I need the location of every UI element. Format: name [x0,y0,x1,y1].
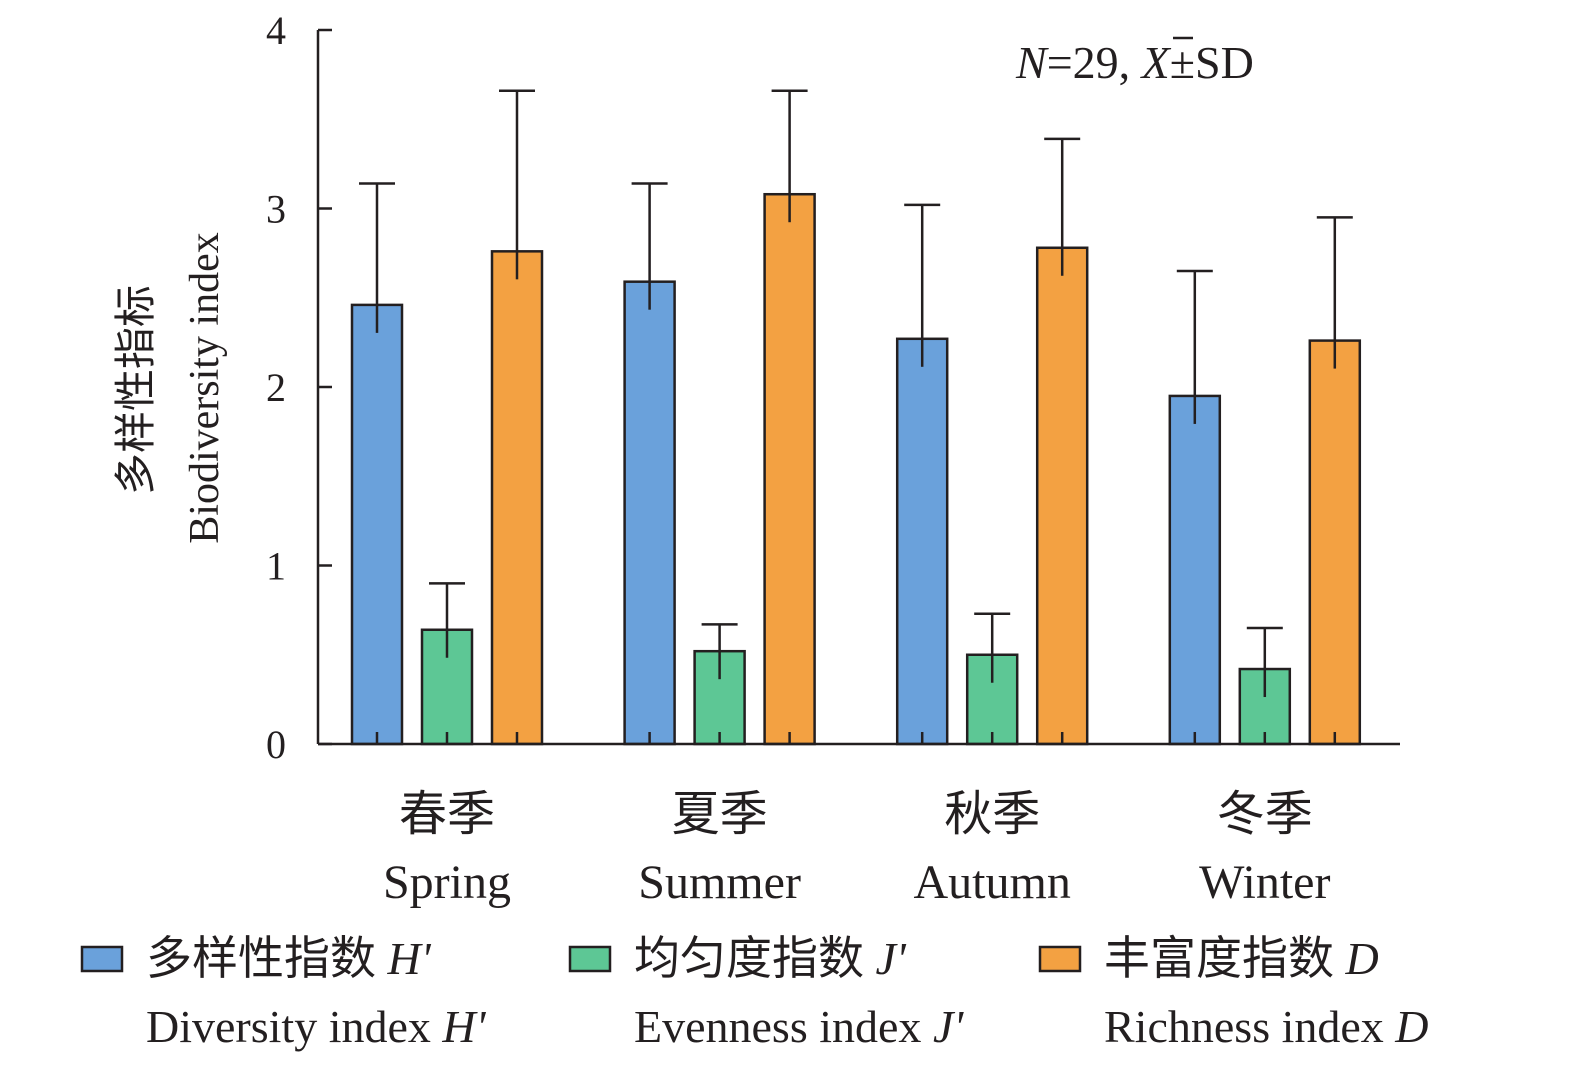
bar-2-2 [1035,246,1089,746]
y-axis-title-cn: 多样性指标 [114,285,160,495]
y-tick-label-4: 4 [266,8,286,53]
legend-symbol-2: D [1345,933,1379,984]
bar-2-1 [763,192,816,746]
category-label-en-1: Summer [638,856,801,909]
legend-swatch-0 [80,945,124,973]
plot-area [350,89,1362,746]
y-tick-label-0: 0 [266,722,286,767]
legend-symbol-en-0: H' [441,1001,486,1052]
sample-annotation: N=29, X±SD [1015,37,1254,88]
category-label-en-2: Autumn [914,856,1071,909]
bar-2-3 [1308,339,1362,746]
legend: 多样性指数 H'Diversity index H'均匀度指数 J'Evenne… [80,933,1429,1052]
annotation-pm-sd: ±SD [1170,37,1254,88]
legend-label-cn-2: 丰富度指数 D [1104,933,1379,984]
legend-symbol-1: J' [876,933,907,984]
legend-label-en-2: Richness index D [1104,1001,1429,1052]
legend-symbol-en-1: J' [933,1001,964,1052]
category-label-en-0: Spring [383,856,511,909]
legend-name-en-2: Richness index [1104,1001,1395,1052]
legend-name-cn-2: 丰富度指数 [1104,933,1346,984]
legend-label-en-0: Diversity index H' [146,1001,487,1052]
annotation-n: N [1015,37,1049,88]
category-label-en-3: Winter [1199,856,1330,909]
legend-name-en-0: Diversity index [146,1001,442,1052]
legend-name-cn-1: 均匀度指数 [634,933,876,984]
bar-2-0 [490,250,544,746]
legend-swatch-1 [568,945,612,973]
bar-0-2 [895,337,949,746]
bar-0-0 [350,303,404,746]
annotation-x: X [1140,37,1172,88]
legend-label-en-1: Evenness index J' [634,1001,964,1052]
annotation-n-value: =29, [1047,37,1142,88]
legend-label-cn-0: 多样性指数 H' [146,933,432,984]
y-tick-label-3: 3 [266,187,286,232]
category-label-cn-3: 冬季 [1217,788,1313,841]
legend-name-cn-0: 多样性指数 [146,933,388,984]
y-tick-label-1: 1 [266,544,286,589]
category-label-cn-2: 秋季 [944,788,1040,841]
bar-0-3 [1168,394,1222,746]
bar-0-1 [623,280,676,746]
category-label-cn-1: 夏季 [672,788,768,841]
y-axis-title-en: Biodiversity index [182,232,228,543]
legend-symbol-en-2: D [1394,1001,1428,1052]
legend-label-cn-1: 均匀度指数 J' [634,933,907,984]
legend-symbol-0: H' [387,933,432,984]
legend-name-en-1: Evenness index [634,1001,933,1052]
category-label-cn-0: 春季 [399,788,495,841]
axes: 0 1 2 3 4 春季 Spring 夏季 Summer 秋季 Autumn 冬季 Winter [266,8,1400,909]
y-tick-label-2: 2 [266,365,286,410]
legend-swatch-2 [1038,945,1082,973]
